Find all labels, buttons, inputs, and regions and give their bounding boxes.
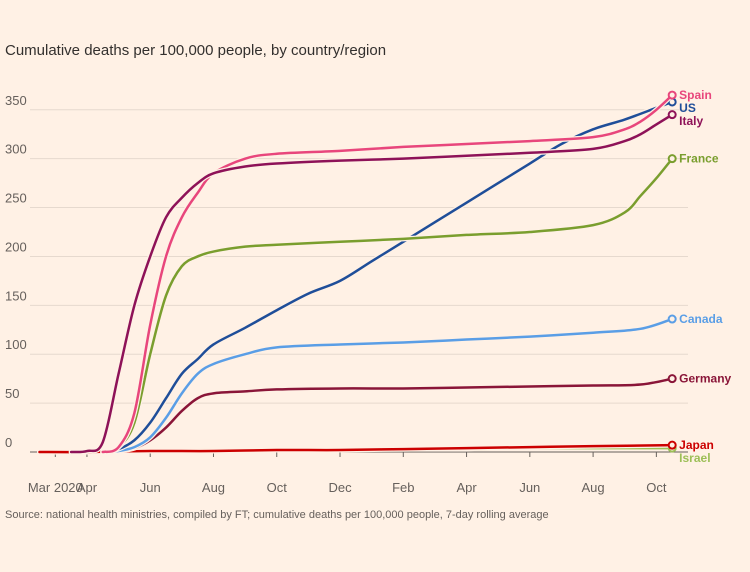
series-label-spain: Spain [679,88,712,102]
series-end-marker-japan [667,440,677,450]
y-tick-label: 150 [5,288,27,303]
series-halo-us [100,99,675,455]
x-tick-label: Oct [267,480,288,495]
series-label-us: US [679,101,696,115]
series-line-canada [101,317,674,454]
series-label-germany: Germany [679,372,731,386]
y-tick-label: 250 [5,191,27,206]
y-tick-label: 200 [5,239,27,254]
series-label-canada: Canada [679,312,723,326]
x-tick-label: Jun [519,480,540,495]
series-lines [36,90,677,455]
x-tick-label: Apr [456,480,477,495]
x-tick-label: Aug [582,480,605,495]
y-tick-label: 100 [5,337,27,352]
x-tick-label: Oct [646,480,667,495]
series-label-italy: Italy [679,114,703,128]
series-end-marker-germany [667,374,677,384]
chart-title: Cumulative deaths per 100,000 people, by… [5,42,387,59]
series-line-germany [101,377,674,454]
y-axis-ticks: 0 50 100 150 200 250 300 350 [5,93,27,450]
series-line-france [101,157,674,454]
x-tick-label: Mar 2020 [28,480,83,495]
y-tick-label: 350 [5,93,27,108]
series-line-japan [38,443,674,454]
series-end-marker-spain [667,90,677,100]
x-tick-label: Feb [392,480,414,495]
y-tick-label: 300 [5,142,27,157]
x-tick-label: Dec [328,480,352,495]
series-label-france: France [679,152,719,166]
chart-source-note: Source: national health ministries, comp… [5,509,549,521]
series-line-us [101,100,674,454]
series-line-italy [69,113,674,454]
y-tick-label: 50 [5,386,19,401]
x-tick-label: Jun [140,480,161,495]
x-tick-label: Aug [202,480,225,495]
series-label-israel: Israel [679,451,710,465]
series-end-marker-italy [667,110,677,120]
series-end-marker-france [667,154,677,164]
series-end-marker-canada [667,314,677,324]
series-line-spain [101,93,674,454]
x-tick-label: Apr [77,480,98,495]
y-tick-label: 0 [5,435,12,450]
series-label-japan: Japan [679,438,714,452]
